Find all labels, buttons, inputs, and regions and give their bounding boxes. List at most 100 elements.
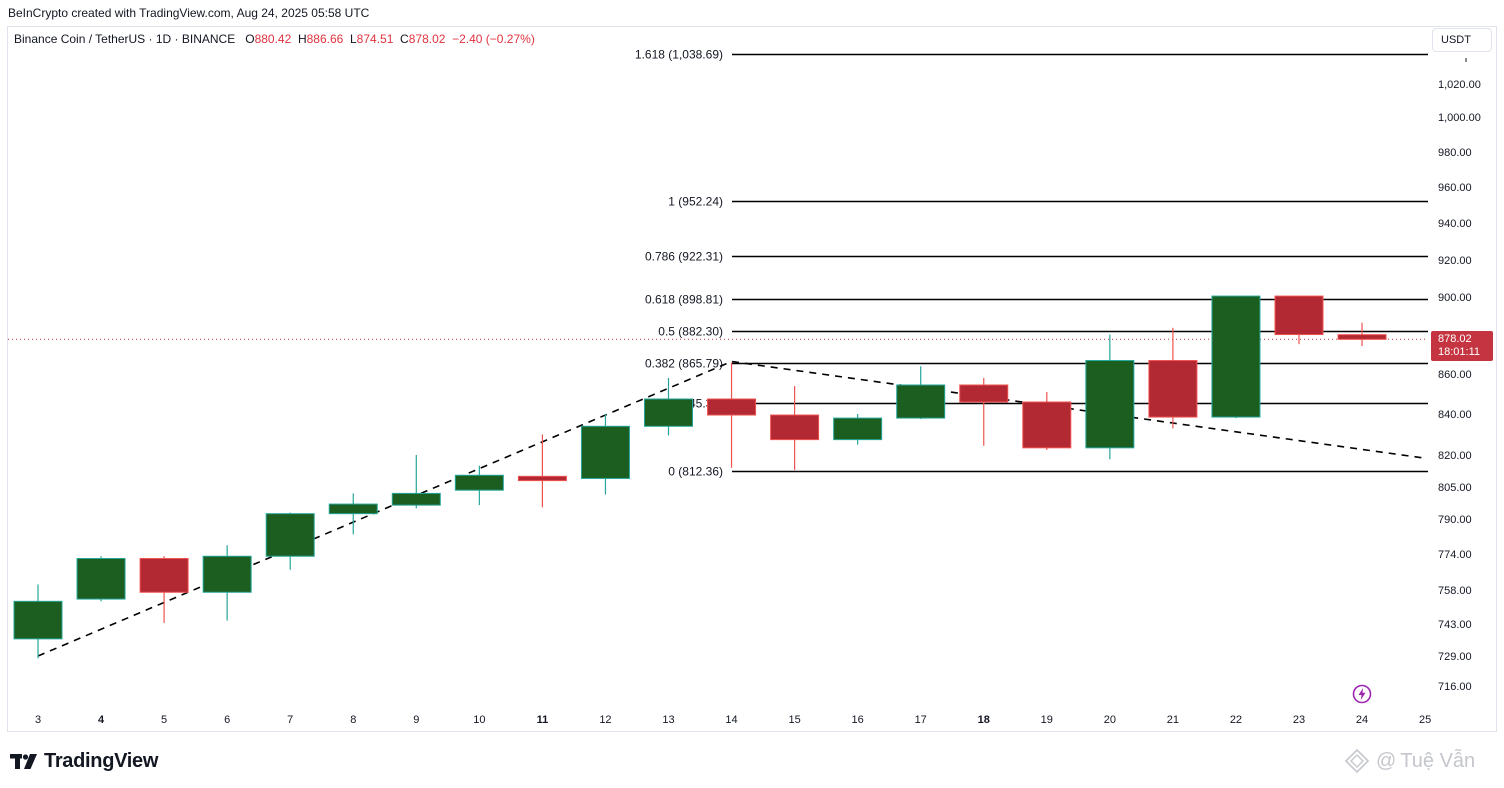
- candle-body: [202, 555, 252, 593]
- candle-bullish[interactable]: [1211, 295, 1261, 419]
- watermark-name: Tuệ Vẫn: [1400, 749, 1476, 772]
- candle-body: [707, 398, 757, 416]
- tradingview-logo-icon: [10, 754, 37, 769]
- y-axis-tick-label: 900.00: [1438, 292, 1472, 304]
- candle-bullish[interactable]: [76, 556, 126, 602]
- x-axis-tick-label: 12: [599, 714, 611, 726]
- tradingview-logo[interactable]: TradingView: [10, 749, 158, 773]
- x-axis-tick-label: 5: [161, 714, 167, 726]
- candle-bullish[interactable]: [391, 455, 441, 509]
- x-axis-tick-label: 25: [1419, 714, 1431, 726]
- candle-bullish[interactable]: [833, 414, 883, 445]
- y-axis-tick-label: 805.00: [1438, 482, 1472, 494]
- x-axis-tick-label: 23: [1293, 714, 1305, 726]
- x-axis[interactable]: 3 4 5 6 7 8 9 10 11 12 13 14 15 16 17 18 19 20 21 22 23 24 25: [35, 714, 1431, 726]
- candle-body: [1022, 401, 1072, 449]
- y-axis-tick-label: 840.00: [1438, 409, 1472, 421]
- candle-bullish[interactable]: [896, 366, 946, 420]
- candle-body: [770, 414, 820, 441]
- x-axis-tick-label: 7: [287, 714, 293, 726]
- y-axis-tick-label: 790.00: [1438, 514, 1472, 526]
- candle-bullish[interactable]: [202, 545, 252, 621]
- y-axis-tick-label: 820.00: [1438, 450, 1472, 462]
- change-value: −2.40 (−0.27%): [452, 32, 535, 46]
- high-label: H: [297, 32, 307, 46]
- x-axis-tick-label: 8: [350, 714, 356, 726]
- candle-body: [391, 492, 441, 506]
- fib-level-label: 0.786 (922.31): [645, 250, 723, 264]
- symbol-legend: Binance Coin / TetherUS · 1D · BINANCE O…: [14, 32, 535, 46]
- last-price-tag: 878.02 18:01:11: [1431, 331, 1493, 361]
- x-axis-tick-label: 15: [788, 714, 800, 726]
- candle-bullish[interactable]: [13, 584, 63, 659]
- y-axis-tick-label: 1,020.00: [1438, 79, 1481, 91]
- x-axis-tick-label: 19: [1041, 714, 1053, 726]
- x-axis-tick-label: 21: [1167, 714, 1179, 726]
- candle-bullish[interactable]: [644, 378, 693, 436]
- x-axis-tick-label: 3: [35, 714, 41, 726]
- y-axis-tick-label: 758.00: [1438, 585, 1472, 597]
- x-axis-tick-label: 17: [915, 714, 927, 726]
- y-axis-tick-label: 980.00: [1438, 147, 1472, 159]
- symbol-name[interactable]: Binance Coin / TetherUS · 1D · BINANCE: [14, 32, 236, 46]
- fib-level-label: 1 (952.24): [668, 195, 723, 209]
- fib-level-label: 0.382 (865.79): [645, 357, 723, 371]
- x-axis-tick-label: 13: [662, 714, 674, 726]
- candle-bearish[interactable]: [1022, 392, 1072, 450]
- candle-body: [328, 503, 378, 515]
- candle-body: [1211, 295, 1261, 418]
- candle-body: [833, 417, 883, 441]
- candle-bearish[interactable]: [139, 556, 189, 623]
- x-axis-tick-label: 20: [1104, 714, 1116, 726]
- bar-countdown: 18:01:11: [1438, 346, 1481, 358]
- candle-body: [896, 384, 946, 419]
- candle-body: [139, 558, 189, 593]
- currency-selector[interactable]: USDT: [1432, 28, 1492, 52]
- x-axis-tick-label: 16: [852, 714, 864, 726]
- candle-body: [1337, 334, 1387, 340]
- y-axis-background: [1428, 27, 1496, 731]
- fib-level-label: 1.618 (1,038.69): [635, 48, 723, 62]
- candle-body: [1085, 360, 1135, 449]
- candle-bullish[interactable]: [1085, 334, 1135, 460]
- candle-body: [580, 425, 630, 479]
- candle-bearish[interactable]: [1274, 295, 1324, 345]
- candle-body: [13, 600, 63, 640]
- candle-bearish[interactable]: [959, 378, 1009, 446]
- open-label: O: [245, 32, 255, 46]
- x-axis-tick-label: 24: [1356, 714, 1368, 726]
- y-axis-tick-label: 1,000.00: [1438, 112, 1481, 124]
- author-watermark: @ Tuệ Vẫn: [1344, 748, 1475, 774]
- low-value: 874.51: [356, 32, 394, 46]
- x-axis-tick-label: 6: [224, 714, 230, 726]
- candle-bullish[interactable]: [265, 512, 315, 570]
- close-label: C: [400, 32, 409, 46]
- y-axis-tick-label: 729.00: [1438, 651, 1472, 663]
- y-axis-tick-label: 774.00: [1438, 549, 1472, 561]
- candle-bearish[interactable]: [707, 362, 757, 468]
- x-axis-tick-label: 14: [725, 714, 737, 726]
- diamond-icon: [1344, 748, 1370, 774]
- candle-body: [1274, 295, 1324, 336]
- candle-bullish[interactable]: [454, 465, 504, 506]
- candle-bearish[interactable]: [517, 434, 567, 508]
- fib-level-label: 0 (812.36): [668, 465, 723, 479]
- candle-bullish[interactable]: [328, 493, 378, 535]
- y-axis-tick-label: 960.00: [1438, 182, 1472, 194]
- lightning-icon[interactable]: [1352, 684, 1372, 704]
- candle-bearish[interactable]: [1337, 322, 1387, 347]
- candle-bullish[interactable]: [580, 414, 630, 495]
- x-axis-tick-label: 22: [1230, 714, 1242, 726]
- candle-body: [644, 398, 693, 427]
- candle-bearish[interactable]: [770, 386, 820, 470]
- y-axis-tick-label: 920.00: [1438, 255, 1472, 267]
- candle-body: [265, 513, 315, 557]
- y-axis[interactable]: 1,020.00 1,000.00 980.00 960.00 940.00 920.00…: [1428, 27, 1496, 731]
- low-label: L: [349, 32, 357, 46]
- candle-bearish[interactable]: [1148, 327, 1198, 429]
- watermark-at: @: [1376, 749, 1397, 772]
- trendline[interactable]: [37, 360, 1426, 657]
- candle-body: [959, 384, 1009, 403]
- candles-group: [13, 295, 1387, 659]
